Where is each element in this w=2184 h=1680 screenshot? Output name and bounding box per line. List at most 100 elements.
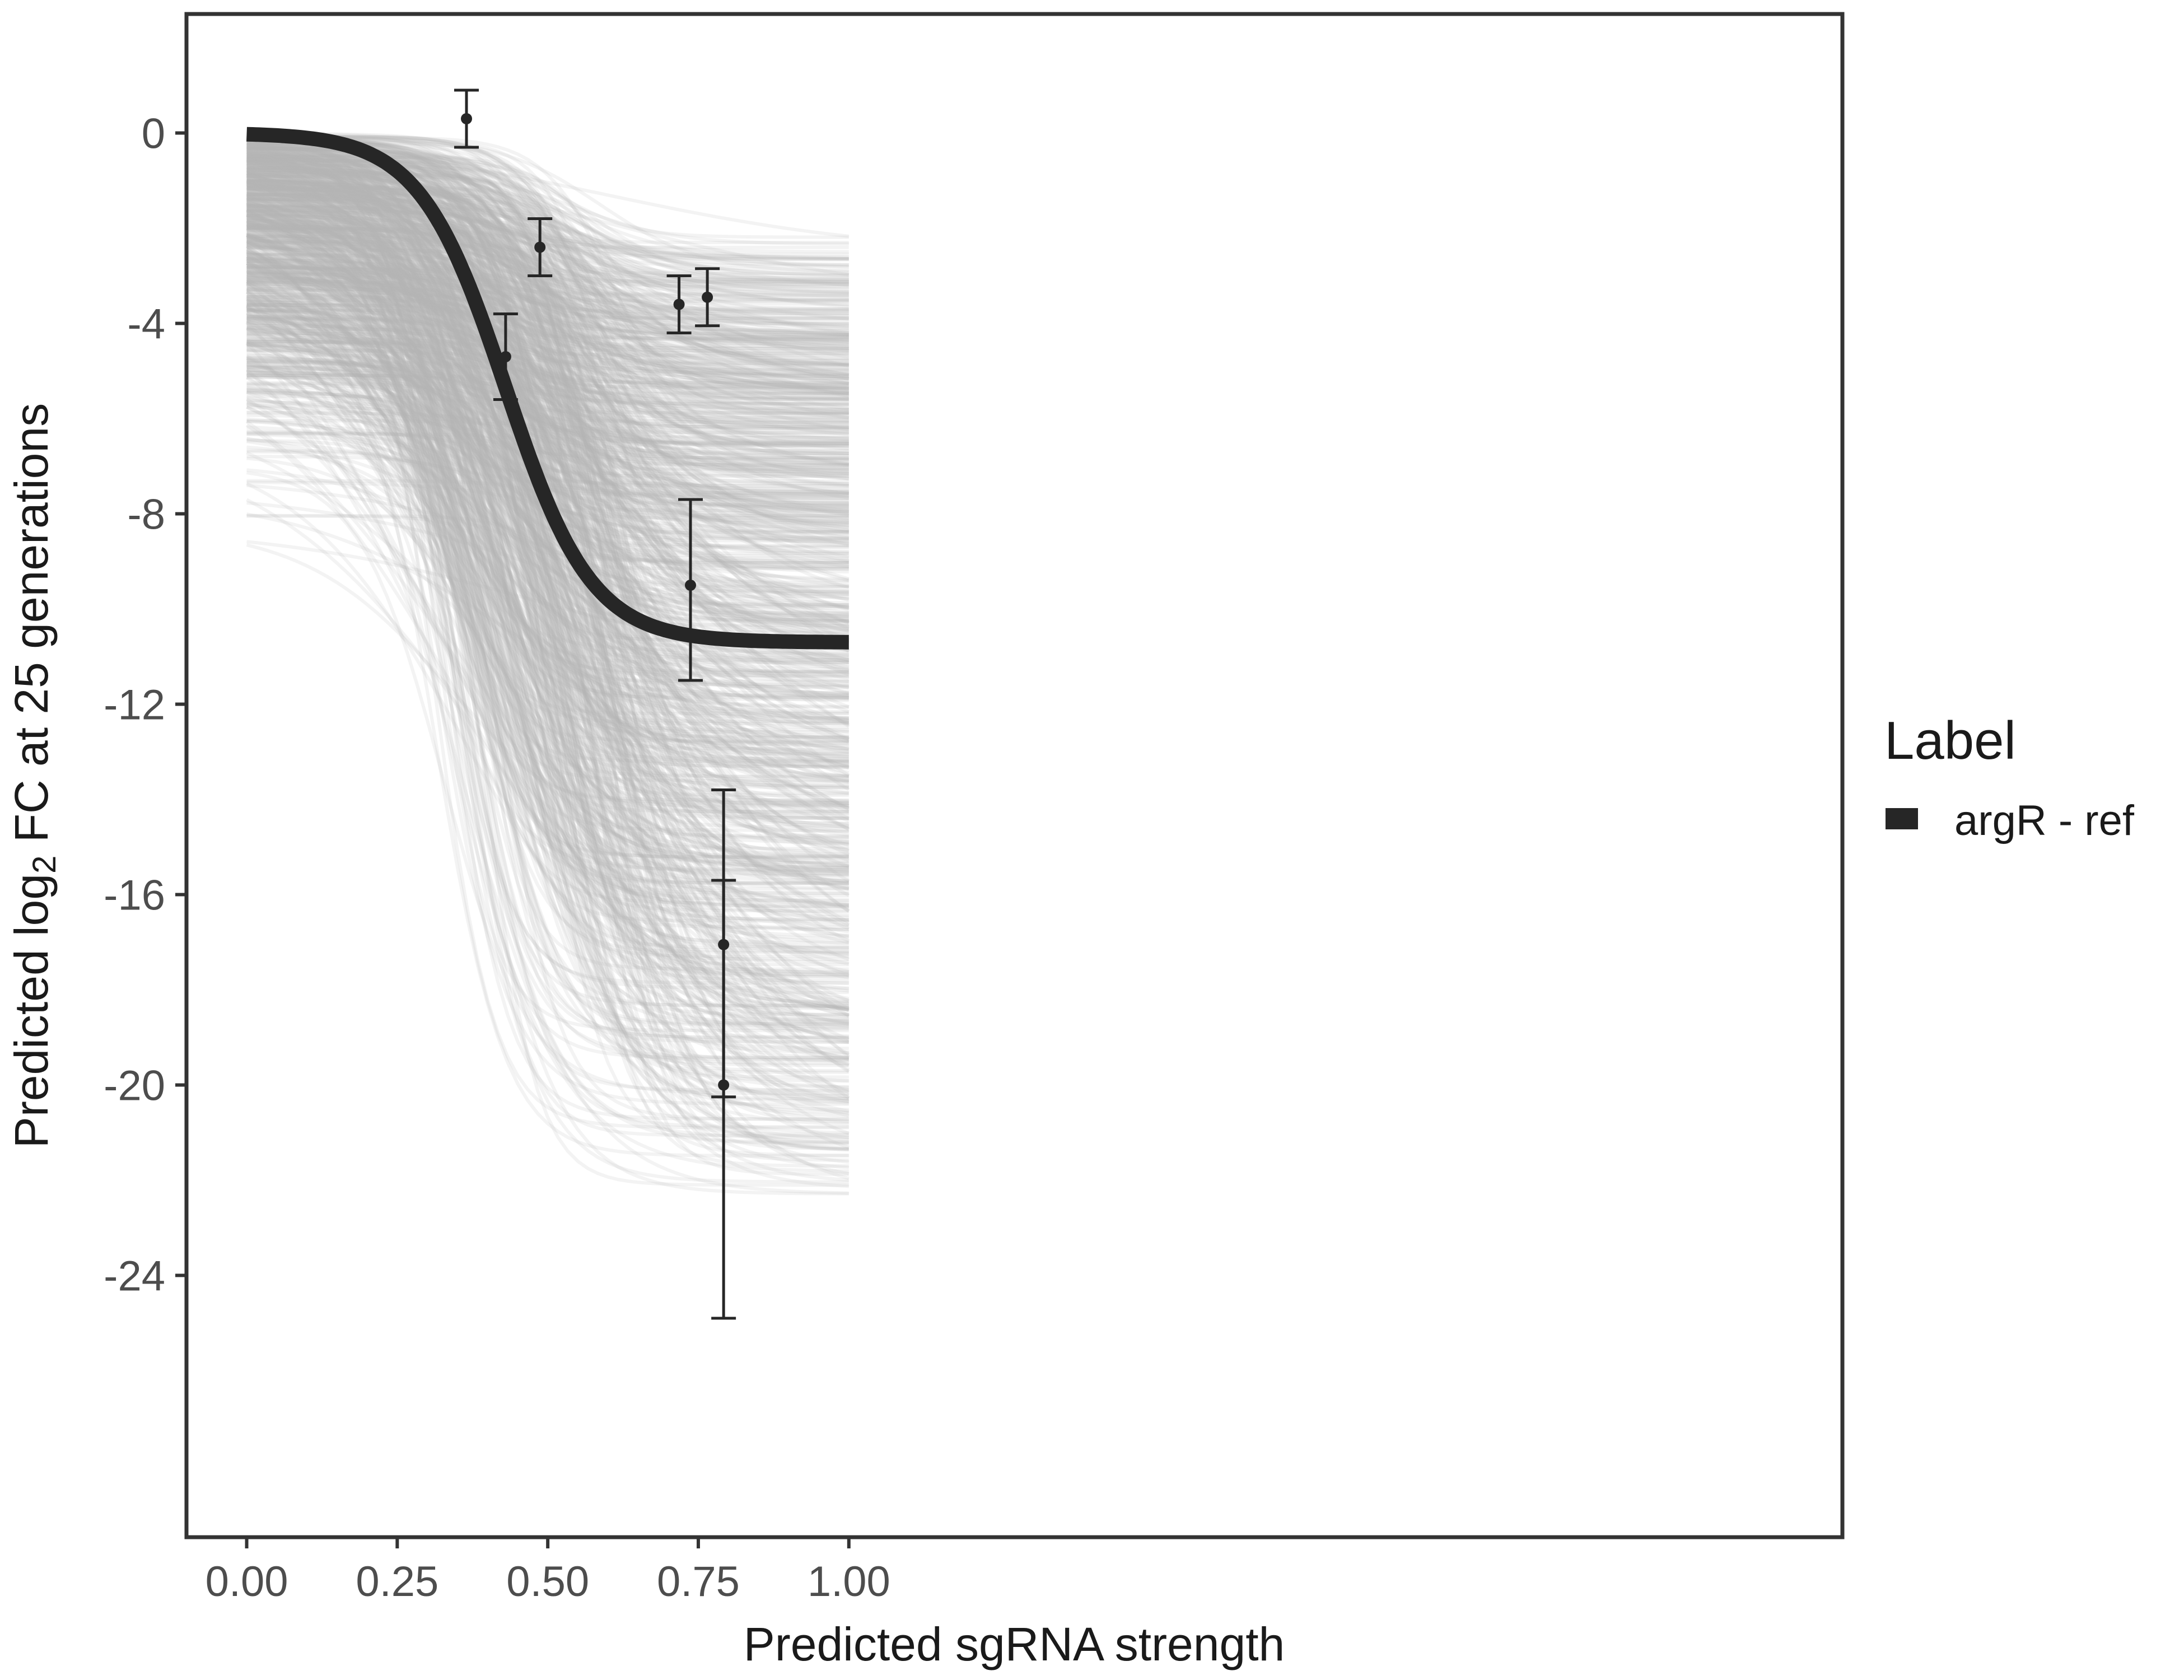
posterior-draw-line <box>246 173 850 1041</box>
posterior-draw-line <box>246 236 849 977</box>
posterior-draw-line <box>246 297 849 964</box>
posterior-draw-line <box>246 328 849 494</box>
posterior-draw-line <box>246 382 849 549</box>
posterior-draw-line <box>246 348 849 909</box>
posterior-draw-line <box>246 312 849 1158</box>
posterior-draw-line <box>246 375 849 461</box>
posterior-draw-line <box>246 185 849 261</box>
posterior-draw-line <box>246 186 850 391</box>
posterior-draw-line <box>246 169 850 1118</box>
posterior-draw-line <box>246 306 849 1098</box>
posterior-draw-line <box>246 264 849 435</box>
posterior-draw-line <box>246 162 849 295</box>
posterior-draw-line <box>246 293 849 389</box>
posterior-draw-line <box>246 157 849 326</box>
posterior-draw-line <box>246 232 849 949</box>
posterior-draw-line <box>246 498 850 1096</box>
y-axis-title-suffix: FC at 25 generations <box>5 403 58 856</box>
posterior-draw-line <box>246 171 849 666</box>
posterior-draw-line <box>246 151 849 419</box>
posterior-draw-line <box>246 201 850 726</box>
posterior-draw-line <box>246 175 850 631</box>
posterior-draw-line <box>246 178 849 495</box>
posterior-draw-line <box>246 232 850 1060</box>
posterior-draw-line <box>246 265 849 483</box>
posterior-draw-line <box>246 256 849 1030</box>
posterior-draw-line <box>246 172 849 762</box>
posterior-draw-line <box>246 145 849 903</box>
posterior-draw-line <box>246 173 849 1019</box>
posterior-draw-line <box>246 170 849 511</box>
posterior-draw-line <box>246 268 849 730</box>
posterior-draw-line <box>246 253 849 1029</box>
posterior-draw-line <box>246 363 850 813</box>
posterior-draw-line <box>246 359 850 488</box>
posterior-draw-line <box>246 411 849 486</box>
posterior-draw-line <box>246 307 850 629</box>
posterior-draw-line <box>246 189 849 676</box>
posterior-draw-line <box>246 179 849 310</box>
posterior-draw-line <box>246 199 849 526</box>
posterior-draw-line <box>246 209 849 875</box>
posterior-draw-line <box>246 241 849 622</box>
x-tick-label: 0.75 <box>657 1558 740 1606</box>
posterior-draw-line <box>246 211 850 378</box>
posterior-draw-line <box>246 136 849 623</box>
posterior-draw-line <box>246 400 849 475</box>
posterior-draw-line <box>246 162 850 1010</box>
posterior-draw-line <box>246 187 849 869</box>
posterior-draw-line <box>246 203 849 905</box>
posterior-draw-line <box>246 259 850 1012</box>
posterior-draw-line <box>246 213 849 593</box>
posterior-draw-line <box>246 181 850 381</box>
posterior-draw-line <box>246 356 850 924</box>
posterior-draw-line <box>246 329 849 402</box>
posterior-draw-line <box>246 273 850 390</box>
posterior-draw-line <box>246 234 849 739</box>
posterior-draw-line <box>246 183 849 1044</box>
posterior-draw-line <box>246 273 849 444</box>
posterior-draw-line <box>246 225 849 1031</box>
posterior-draw-line <box>246 327 849 913</box>
posterior-draw-line <box>246 199 849 788</box>
posterior-draw-line <box>246 254 849 708</box>
posterior-draw-line <box>246 301 850 495</box>
posterior-draw-line <box>245 319 849 868</box>
posterior-draw-line <box>246 148 850 632</box>
posterior-draw-line <box>246 173 849 724</box>
posterior-draw-line <box>246 212 849 507</box>
posterior-draw-line <box>246 197 850 699</box>
posterior-draw-line <box>246 196 850 961</box>
posterior-draw-line <box>246 146 849 621</box>
posterior-draw-line <box>246 235 849 753</box>
legend-title: Label <box>1884 711 2016 771</box>
posterior-draw-line <box>246 202 850 653</box>
posterior-draw-line <box>246 238 850 582</box>
posterior-draw-line <box>246 386 849 756</box>
posterior-draw-line <box>246 326 850 430</box>
posterior-draw-line <box>246 270 850 1044</box>
posterior-draw-line <box>246 281 849 789</box>
posterior-draw-line <box>246 185 849 381</box>
posterior-draw-line <box>246 326 849 401</box>
posterior-draw-line <box>246 301 849 534</box>
posterior-draw-line <box>246 208 850 810</box>
posterior-draw-line <box>246 388 850 601</box>
posterior-draw-line <box>246 160 849 361</box>
posterior-draw-line <box>246 402 850 1135</box>
posterior-draw-line <box>246 220 850 1067</box>
posterior-draw-line <box>246 162 849 352</box>
posterior-draw-line <box>246 185 849 391</box>
posterior-draw-line <box>246 179 850 875</box>
posterior-draw-line <box>246 234 849 565</box>
posterior-draw-line <box>246 252 849 354</box>
posterior-draw-line <box>246 200 849 818</box>
posterior-draw-line <box>246 183 849 427</box>
posterior-draw-line <box>246 204 850 530</box>
plot-panel-border <box>184 12 1845 1539</box>
posterior-draw-line <box>246 299 849 762</box>
posterior-draw-line <box>246 318 849 390</box>
posterior-draw-line <box>246 228 849 883</box>
posterior-draw-line <box>246 212 849 537</box>
posterior-draw-line <box>245 321 850 1012</box>
